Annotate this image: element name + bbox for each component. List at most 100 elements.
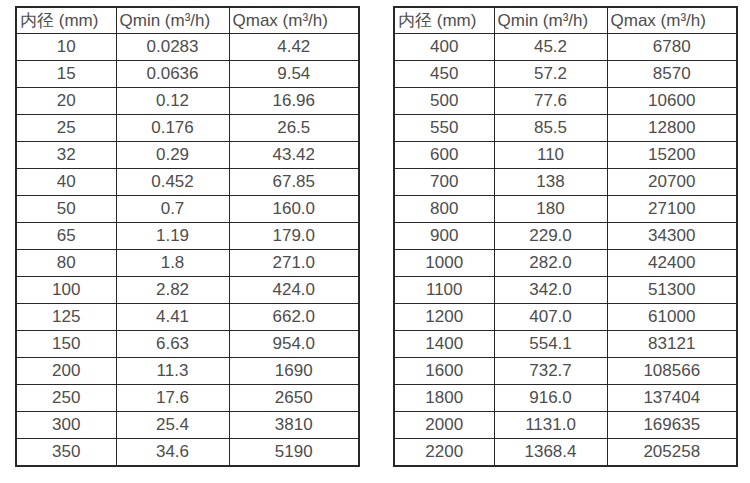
table-cell: 900 bbox=[394, 223, 494, 250]
table-cell: 400 bbox=[394, 34, 494, 61]
table-cell: 1100 bbox=[394, 277, 494, 304]
table-row: 70013820700 bbox=[394, 169, 737, 196]
table-cell: 205258 bbox=[607, 439, 737, 466]
table-cell: 1400 bbox=[394, 331, 494, 358]
table-cell: 27100 bbox=[607, 196, 737, 223]
table-body: 100.02834.42150.06369.54200.1216.96250.1… bbox=[16, 34, 359, 466]
table-cell: 61000 bbox=[607, 304, 737, 331]
table-cell: 5190 bbox=[229, 439, 359, 466]
table-cell: 80 bbox=[16, 250, 116, 277]
table-cell: 271.0 bbox=[229, 250, 359, 277]
table-cell: 180 bbox=[494, 196, 607, 223]
table-row: 1002.82424.0 bbox=[16, 277, 359, 304]
table-cell: 11.3 bbox=[116, 358, 229, 385]
table-cell: 32 bbox=[16, 142, 116, 169]
table-cell: 282.0 bbox=[494, 250, 607, 277]
flow-table-large-diameters: 内径 (mm) Qmin (m³/h) Qmax (m³/h) 40045.26… bbox=[393, 6, 738, 467]
table-row: 25017.62650 bbox=[16, 385, 359, 412]
table-cell: 732.7 bbox=[494, 358, 607, 385]
table-cell: 700 bbox=[394, 169, 494, 196]
table-row: 35034.65190 bbox=[16, 439, 359, 466]
table-row: 50077.610600 bbox=[394, 88, 737, 115]
table-cell: 25 bbox=[16, 115, 116, 142]
table-row: 1100342.051300 bbox=[394, 277, 737, 304]
table-cell: 0.29 bbox=[116, 142, 229, 169]
table-cell: 1600 bbox=[394, 358, 494, 385]
table-cell: 954.0 bbox=[229, 331, 359, 358]
table-cell: 8570 bbox=[607, 61, 737, 88]
column-header-qmin: Qmin (m³/h) bbox=[116, 7, 229, 34]
table-cell: 25.4 bbox=[116, 412, 229, 439]
table-cell: 4.42 bbox=[229, 34, 359, 61]
table-row: 45057.28570 bbox=[394, 61, 737, 88]
table-cell: 17.6 bbox=[116, 385, 229, 412]
table-cell: 57.2 bbox=[494, 61, 607, 88]
table-cell: 4.41 bbox=[116, 304, 229, 331]
table-cell: 1690 bbox=[229, 358, 359, 385]
table-cell: 3810 bbox=[229, 412, 359, 439]
table-cell: 1368.4 bbox=[494, 439, 607, 466]
table-cell: 554.1 bbox=[494, 331, 607, 358]
table-cell: 2650 bbox=[229, 385, 359, 412]
table-cell: 10600 bbox=[607, 88, 737, 115]
table-cell: 6780 bbox=[607, 34, 737, 61]
table-row: 40045.26780 bbox=[394, 34, 737, 61]
table-row: 30025.43810 bbox=[16, 412, 359, 439]
table-cell: 229.0 bbox=[494, 223, 607, 250]
table-cell: 34.6 bbox=[116, 439, 229, 466]
table-cell: 51300 bbox=[607, 277, 737, 304]
table-cell: 0.0283 bbox=[116, 34, 229, 61]
table-cell: 179.0 bbox=[229, 223, 359, 250]
table-row: 1800916.0137404 bbox=[394, 385, 737, 412]
table-cell: 6.63 bbox=[116, 331, 229, 358]
table-cell: 600 bbox=[394, 142, 494, 169]
table-cell: 0.452 bbox=[116, 169, 229, 196]
table-cell: 1200 bbox=[394, 304, 494, 331]
table-header-row: 内径 (mm) Qmin (m³/h) Qmax (m³/h) bbox=[394, 7, 737, 34]
table-row: 80018027100 bbox=[394, 196, 737, 223]
table-row: 320.2943.42 bbox=[16, 142, 359, 169]
table-cell: 300 bbox=[16, 412, 116, 439]
table-row: 1000282.042400 bbox=[394, 250, 737, 277]
table-cell: 0.0636 bbox=[116, 61, 229, 88]
table-row: 1506.63954.0 bbox=[16, 331, 359, 358]
flow-rate-tables-page: 内径 (mm) Qmin (m³/h) Qmax (m³/h) 100.0283… bbox=[0, 0, 750, 483]
table-cell: 45.2 bbox=[494, 34, 607, 61]
table-cell: 100 bbox=[16, 277, 116, 304]
table-cell: 85.5 bbox=[494, 115, 607, 142]
table-row: 900229.034300 bbox=[394, 223, 737, 250]
table-cell: 15 bbox=[16, 61, 116, 88]
table-cell: 20700 bbox=[607, 169, 737, 196]
table-row: 20011.31690 bbox=[16, 358, 359, 385]
table-cell: 250 bbox=[16, 385, 116, 412]
table-cell: 1800 bbox=[394, 385, 494, 412]
table-cell: 550 bbox=[394, 115, 494, 142]
table-cell: 342.0 bbox=[494, 277, 607, 304]
table-cell: 9.54 bbox=[229, 61, 359, 88]
table-header-row: 内径 (mm) Qmin (m³/h) Qmax (m³/h) bbox=[16, 7, 359, 34]
table-cell: 0.7 bbox=[116, 196, 229, 223]
table-cell: 916.0 bbox=[494, 385, 607, 412]
table-cell: 10 bbox=[16, 34, 116, 61]
table-cell: 15200 bbox=[607, 142, 737, 169]
table-cell: 108566 bbox=[607, 358, 737, 385]
table-cell: 2000 bbox=[394, 412, 494, 439]
table-row: 500.7160.0 bbox=[16, 196, 359, 223]
table-row: 250.17626.5 bbox=[16, 115, 359, 142]
table-row: 1400554.183121 bbox=[394, 331, 737, 358]
table-cell: 800 bbox=[394, 196, 494, 223]
table-cell: 2200 bbox=[394, 439, 494, 466]
table-row: 55085.512800 bbox=[394, 115, 737, 142]
table-cell: 138 bbox=[494, 169, 607, 196]
table-row: 651.19179.0 bbox=[16, 223, 359, 250]
table-cell: 407.0 bbox=[494, 304, 607, 331]
table-cell: 125 bbox=[16, 304, 116, 331]
table-cell: 169635 bbox=[607, 412, 737, 439]
table-cell: 16.96 bbox=[229, 88, 359, 115]
table-cell: 0.176 bbox=[116, 115, 229, 142]
table-cell: 500 bbox=[394, 88, 494, 115]
table-cell: 150 bbox=[16, 331, 116, 358]
table-cell: 200 bbox=[16, 358, 116, 385]
table-cell: 1000 bbox=[394, 250, 494, 277]
table-cell: 42400 bbox=[607, 250, 737, 277]
